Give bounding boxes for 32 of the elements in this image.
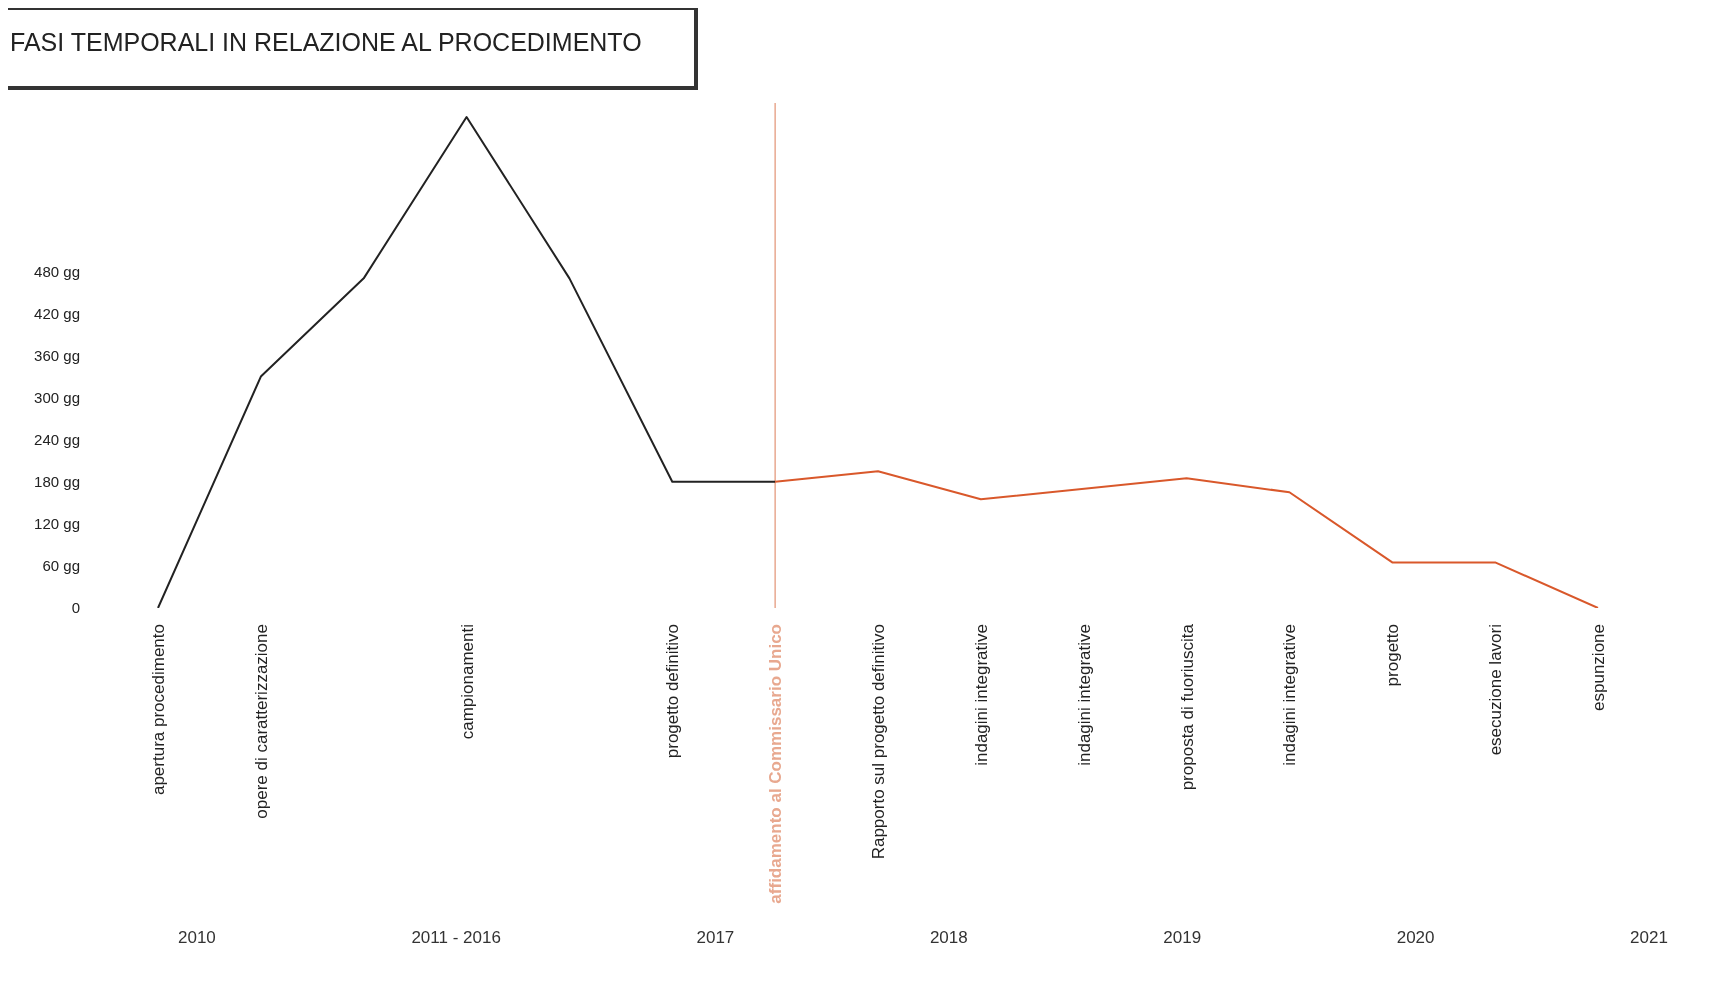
x-tick-label: opere di caratterizzazione xyxy=(251,624,271,819)
line-series xyxy=(774,470,1599,608)
x-tick-label: progetto xyxy=(1383,624,1403,687)
title-frame: FASI TEMPORALI IN RELAZIONE AL PROCEDIMENTO xyxy=(8,8,698,90)
text: 2011 - 2016 xyxy=(411,928,501,948)
x-tick-label: Rapporto sul progetto definitivo xyxy=(869,624,888,860)
text: 2010 xyxy=(178,928,216,948)
y-tick-label: 420 gg xyxy=(34,304,80,322)
y-tick-label: 0 xyxy=(71,599,80,617)
x-tick-label: affidamento al Commissario Unico xyxy=(766,624,786,904)
text: 2018 xyxy=(929,928,968,948)
x-tick-label: apertura procedimento xyxy=(149,624,168,796)
y-tick-label: 240 gg xyxy=(34,430,80,448)
x-tick-label: indagini integrative xyxy=(1074,624,1094,766)
y-tick-label: 120 gg xyxy=(34,515,80,533)
x-tick-label: espunzione xyxy=(1589,624,1608,711)
y-tick-label: 180 gg xyxy=(34,473,80,491)
y-tick-label: 60 gg xyxy=(42,557,80,575)
line-series xyxy=(157,116,777,608)
x-tick-label: indagini integrative xyxy=(1280,624,1300,766)
y-tick-label: 300 gg xyxy=(34,388,80,406)
x-tick-label: proposta di fuoriuscita xyxy=(1177,623,1197,791)
text: 2021 xyxy=(1630,928,1668,948)
y-tick-label: 480 gg xyxy=(34,262,80,280)
text: 2019 xyxy=(1163,928,1202,948)
text: 2017 xyxy=(696,928,735,948)
x-tick-label: campionamenti xyxy=(457,624,477,740)
x-tick-label: progetto definitivo xyxy=(663,624,683,759)
y-tick-label: 360 gg xyxy=(34,346,80,364)
text: 2020 xyxy=(1396,928,1435,948)
x-tick-label: esecuzione lavori xyxy=(1486,624,1506,756)
x-tick-label: indagini integrative xyxy=(971,624,991,766)
